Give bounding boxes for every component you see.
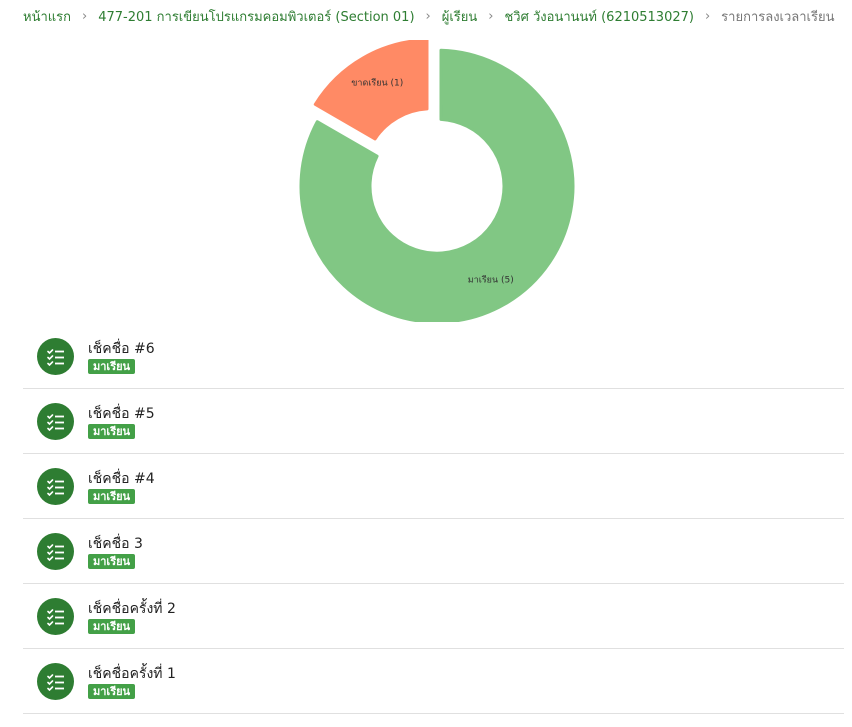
chevron-right-icon: › — [704, 9, 711, 24]
checklist-icon — [37, 663, 74, 700]
data-label-0: มาเรียน (5) — [468, 274, 514, 285]
breadcrumb-home[interactable]: หน้าแรก — [23, 10, 71, 25]
attendance-chart: มาเรียน (5) ขาดเรียน (1) — [23, 40, 844, 322]
checklist-icon — [37, 338, 74, 375]
status-badge: มาเรียน — [88, 554, 136, 569]
list-item[interactable]: เช็คชื่อ #4 มาเรียน — [23, 454, 844, 519]
check-title: เช็คชื่อครั้งที่ 1 — [88, 666, 176, 682]
status-badge: มาเรียน — [88, 359, 136, 374]
checklist-icon — [37, 403, 74, 440]
breadcrumb-course[interactable]: 477-201 การเขียนโปรแกรมคอมพิวเตอร์ (Sect… — [98, 10, 415, 25]
checklist-icon — [37, 533, 74, 570]
donut-chart: มาเรียน (5) ขาดเรียน (1) — [299, 40, 575, 322]
breadcrumb-student[interactable]: ชวิศ วังอนานนท์ (6210513027) — [504, 10, 694, 25]
chevron-right-icon: › — [82, 9, 88, 24]
list-item[interactable]: เช็คชื่อครั้งที่ 1 มาเรียน — [23, 649, 844, 714]
check-list: เช็คชื่อ #6 มาเรียน เช็คชื่อ #5 มาเรียน — [23, 324, 844, 714]
status-badge: มาเรียน — [88, 619, 136, 634]
breadcrumb: หน้าแรก › 477-201 การเขียนโปรแกรมคอมพิวเ… — [23, 6, 834, 27]
list-item[interactable]: เช็คชื่อ #5 มาเรียน — [23, 389, 844, 454]
pie-slice-1[interactable] — [313, 40, 429, 141]
chevron-right-icon: › — [425, 9, 431, 24]
chevron-right-icon: › — [488, 9, 494, 24]
status-badge: มาเรียน — [88, 424, 136, 439]
list-item[interactable]: เช็คชื่อ 3 มาเรียน — [23, 519, 844, 584]
checklist-icon — [37, 598, 74, 635]
data-label-1: ขาดเรียน (1) — [351, 78, 403, 89]
checklist-icon — [37, 468, 74, 505]
list-item[interactable]: เช็คชื่อครั้งที่ 2 มาเรียน — [23, 584, 844, 649]
check-title: เช็คชื่อ #6 — [88, 341, 155, 357]
pie-slice-0[interactable] — [299, 48, 575, 322]
check-title: เช็คชื่อ 3 — [88, 536, 143, 552]
check-title: เช็คชื่อครั้งที่ 2 — [88, 601, 176, 617]
status-badge: มาเรียน — [88, 684, 136, 699]
status-badge: มาเรียน — [88, 489, 136, 504]
check-title: เช็คชื่อ #4 — [88, 471, 155, 487]
check-title: เช็คชื่อ #5 — [88, 406, 155, 422]
breadcrumb-students[interactable]: ผู้เรียน — [441, 10, 478, 25]
list-item[interactable]: เช็คชื่อ #6 มาเรียน — [23, 324, 844, 389]
breadcrumb-current: รายการลงเวลาเรียน — [721, 10, 835, 25]
